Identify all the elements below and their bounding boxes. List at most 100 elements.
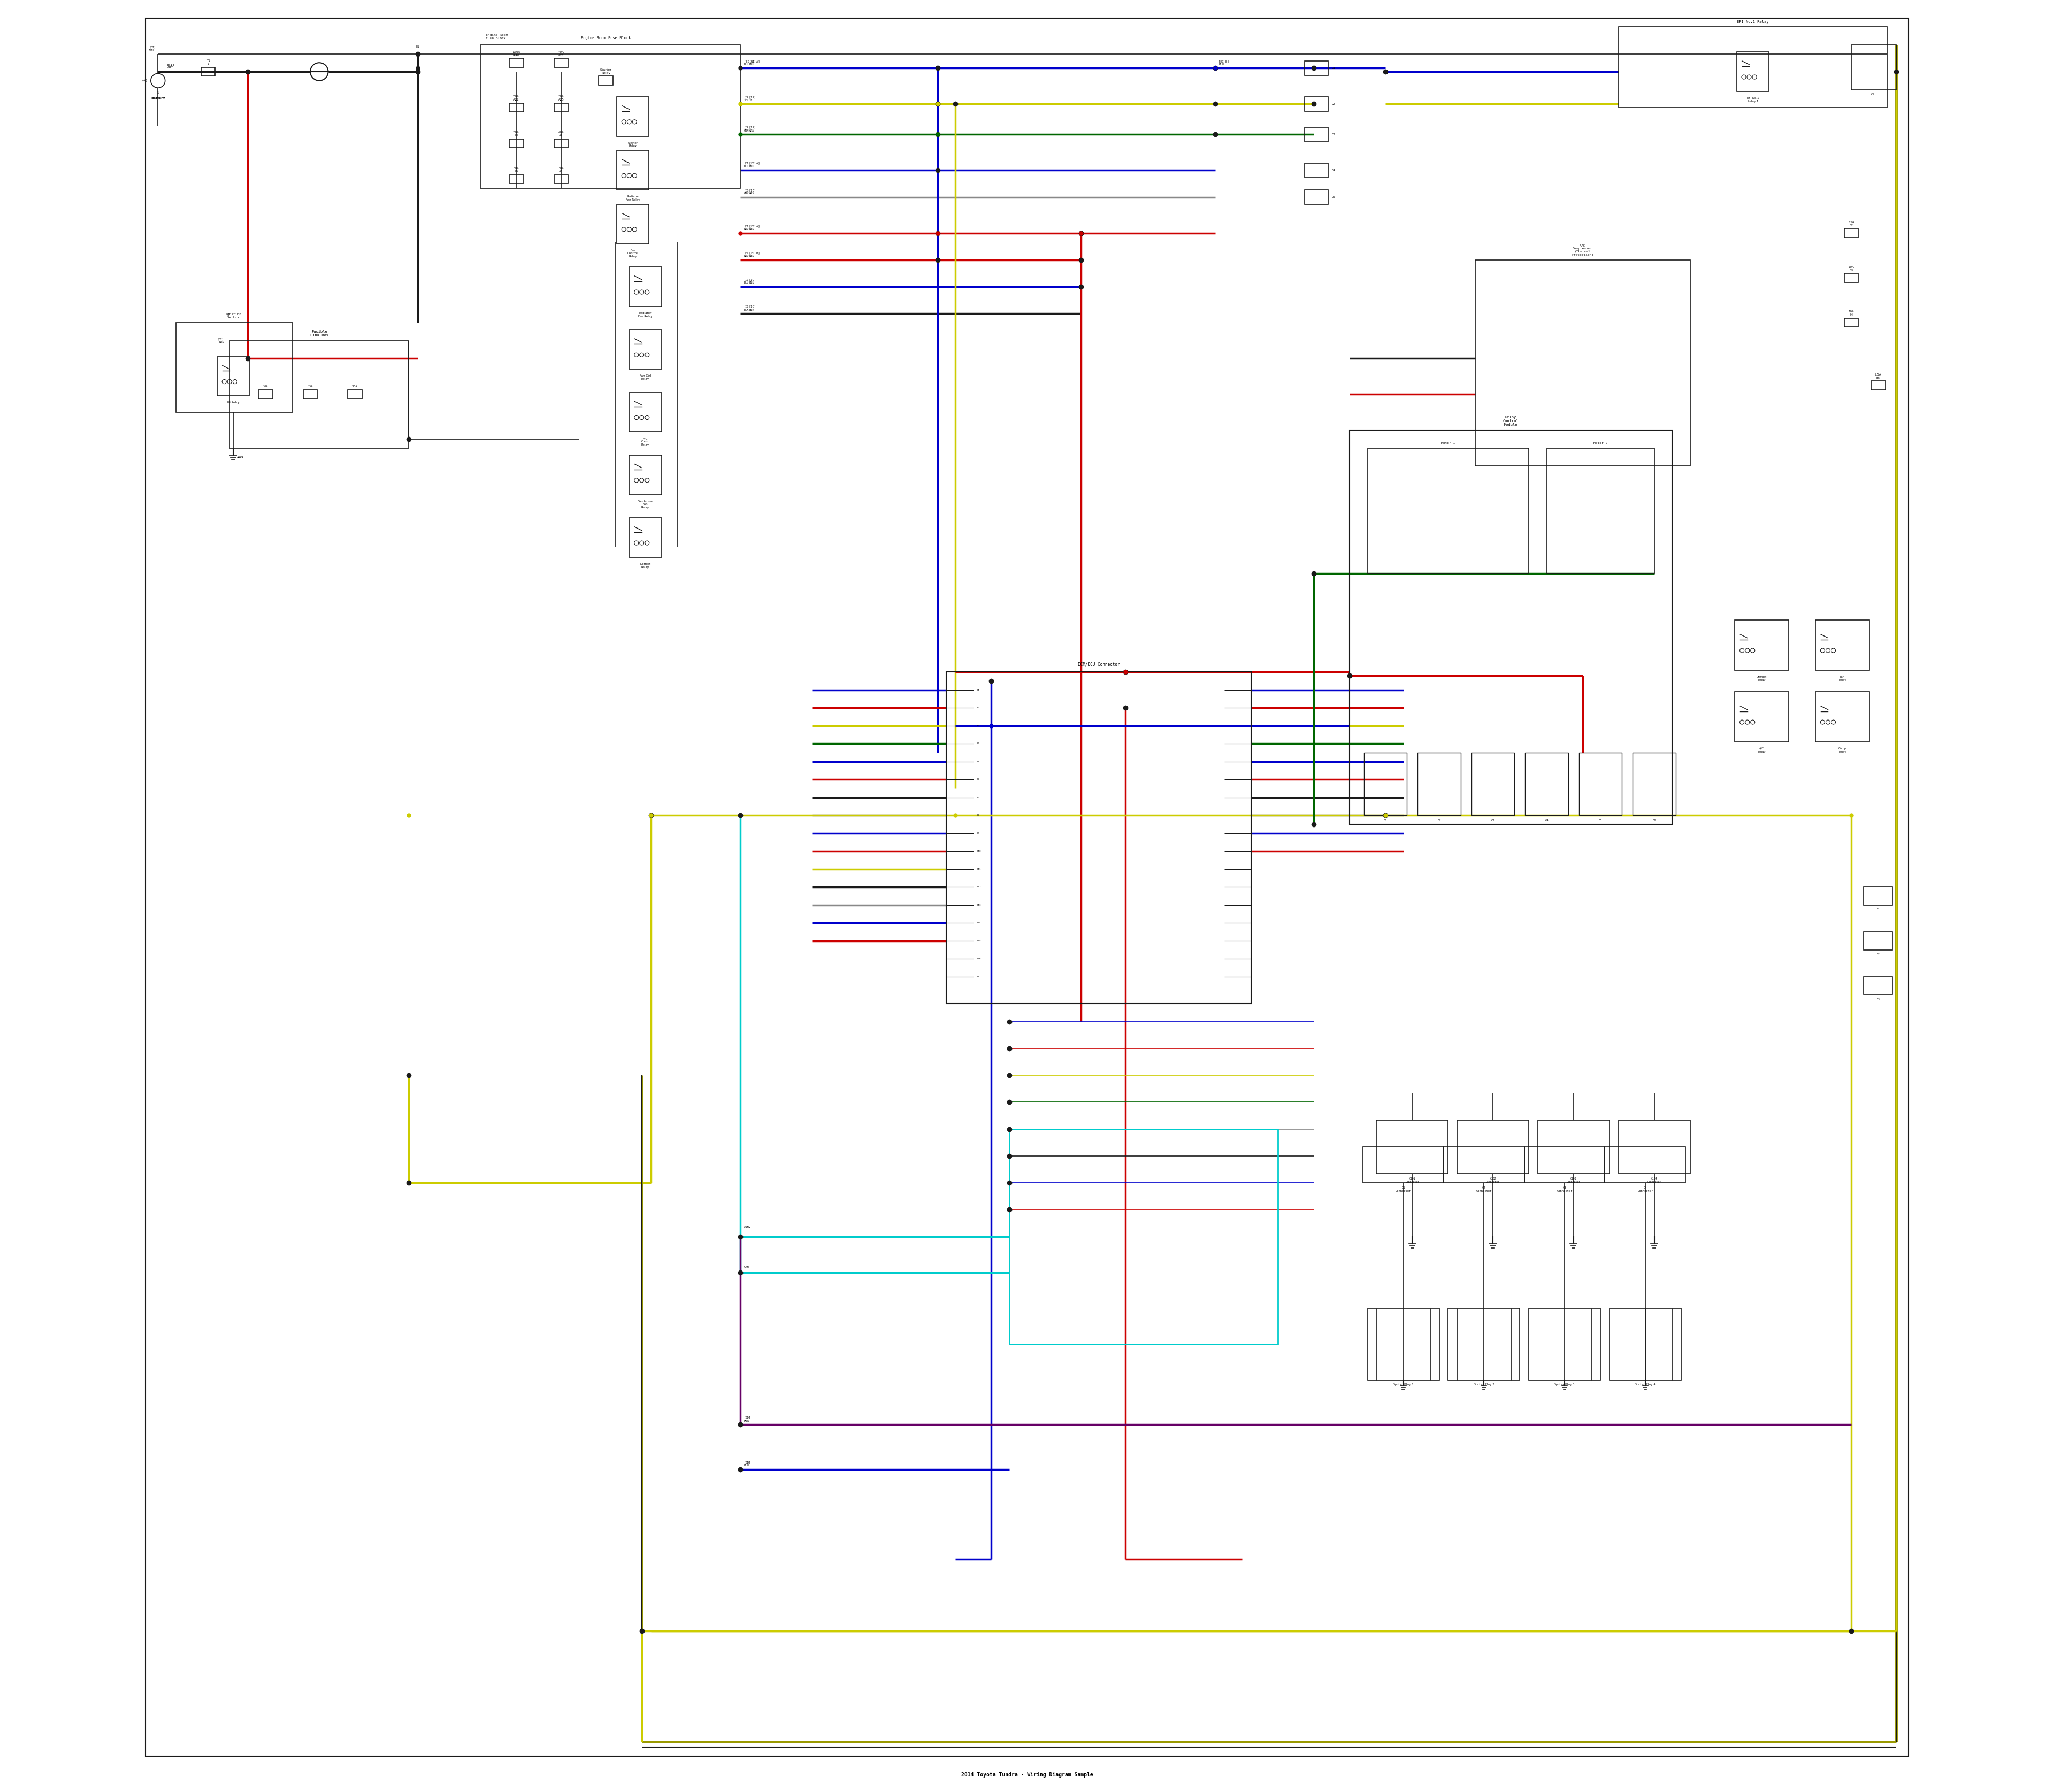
Bar — [598, 75, 612, 84]
Bar — [1475, 260, 1690, 466]
Bar — [177, 323, 292, 412]
Bar — [1349, 430, 1672, 824]
Text: C6: C6 — [1651, 819, 1656, 821]
Text: 40A
A4: 40A A4 — [559, 131, 565, 138]
Text: P17: P17 — [978, 975, 982, 978]
Bar — [555, 176, 569, 185]
Text: EFI No.1 Relay: EFI No.1 Relay — [1738, 20, 1768, 23]
Bar — [509, 102, 524, 111]
Text: [IC]
BLU: [IC] BLU — [744, 278, 750, 285]
Text: 7.5A
B5: 7.5A B5 — [1875, 373, 1881, 380]
Text: Defrost
Relay: Defrost Relay — [641, 563, 651, 568]
Bar — [509, 140, 524, 149]
Text: Starter
Relay: Starter Relay — [600, 68, 612, 73]
Text: [EI]
WHT: [EI] WHT — [166, 63, 175, 70]
Bar — [629, 330, 661, 369]
Text: IG Relay: IG Relay — [228, 401, 238, 403]
Text: C2
Connector: C2 Connector — [1477, 1186, 1491, 1192]
Text: P9: P9 — [978, 831, 980, 835]
Text: C3
Connector: C3 Connector — [1557, 1186, 1573, 1192]
Text: C1: C1 — [1877, 909, 1879, 910]
Text: T1
1: T1 1 — [205, 59, 210, 65]
Bar — [481, 45, 739, 188]
Text: Comp
Relay: Comp Relay — [1838, 747, 1847, 753]
Bar — [1547, 448, 1653, 573]
Text: 2014 Toyota Tundra - Wiring Diagram Sample: 2014 Toyota Tundra - Wiring Diagram Samp… — [961, 1772, 1093, 1778]
Text: 7.5A
B2: 7.5A B2 — [1849, 220, 1855, 228]
Bar — [1619, 1120, 1690, 1174]
Bar — [1304, 190, 1329, 204]
Text: EFI No.1
Relay 1: EFI No.1 Relay 1 — [1746, 97, 1758, 102]
Text: P3: P3 — [978, 724, 980, 728]
Bar — [1863, 887, 1892, 905]
Text: P10: P10 — [978, 849, 982, 853]
Bar — [1376, 1120, 1448, 1174]
Text: 20A: 20A — [353, 385, 357, 389]
Bar — [1448, 1308, 1520, 1380]
Text: C3: C3 — [1877, 998, 1879, 1000]
Text: 30A
A25: 30A A25 — [559, 95, 565, 100]
Text: [EI A]
RED: [EI A] RED — [750, 224, 760, 231]
Text: P1: P1 — [978, 688, 980, 692]
Bar — [1863, 977, 1892, 995]
Bar — [616, 151, 649, 190]
Text: 40A
A21: 40A A21 — [559, 50, 565, 56]
Text: P13: P13 — [978, 903, 982, 907]
Text: C5: C5 — [1598, 819, 1602, 821]
Text: 15A: 15A — [308, 385, 312, 389]
Text: C1: C1 — [1871, 93, 1875, 95]
Bar — [1816, 692, 1869, 742]
Bar — [218, 357, 249, 396]
Text: (+): (+) — [142, 79, 148, 82]
Bar — [1528, 1308, 1600, 1380]
Bar — [1304, 127, 1329, 142]
Text: C104
Connector: C104 Connector — [1647, 1177, 1662, 1183]
Text: [EI]
RED: [EI] RED — [744, 224, 750, 231]
Text: C2: C2 — [1438, 819, 1440, 821]
Bar — [1304, 97, 1329, 111]
Bar — [509, 176, 524, 185]
Bar — [1604, 1147, 1686, 1183]
Bar — [304, 391, 318, 400]
Text: C5: C5 — [1331, 195, 1335, 199]
Text: 30A
A3: 30A A3 — [514, 131, 520, 138]
Text: C101
Connector: C101 Connector — [1405, 1177, 1419, 1183]
Text: Defrost
Relay: Defrost Relay — [1756, 676, 1766, 681]
Text: Motor 1: Motor 1 — [1442, 443, 1454, 444]
Text: [EI]
WHT: [EI] WHT — [150, 45, 156, 52]
Text: P14: P14 — [978, 921, 982, 925]
Text: P2: P2 — [978, 706, 980, 710]
Bar — [1816, 620, 1869, 670]
Text: Radiator
Fan Relay: Radiator Fan Relay — [626, 195, 641, 201]
Text: [IC]
BLK: [IC] BLK — [750, 305, 756, 312]
Text: [EI A]
BLU: [EI A] BLU — [750, 161, 760, 168]
Bar — [1844, 272, 1859, 281]
Bar — [555, 57, 569, 66]
Bar — [509, 57, 524, 66]
Bar — [1364, 753, 1407, 815]
Text: P4: P4 — [978, 742, 980, 745]
Bar — [1526, 753, 1567, 815]
Text: P16: P16 — [978, 957, 982, 961]
Bar — [1304, 163, 1329, 177]
Text: Spring Plug 1: Spring Plug 1 — [1393, 1383, 1413, 1385]
Bar — [1417, 753, 1460, 815]
Text: Fusible
Link Box: Fusible Link Box — [310, 330, 329, 337]
Text: Relay
Control
Module: Relay Control Module — [1504, 416, 1518, 426]
Text: P12: P12 — [978, 885, 982, 889]
Text: 30A
A6: 30A A6 — [559, 167, 565, 174]
Text: Spring Plug 4: Spring Plug 4 — [1635, 1383, 1656, 1385]
Text: P8: P8 — [978, 814, 980, 817]
Bar — [616, 97, 649, 136]
Bar — [1538, 1120, 1610, 1174]
Bar — [1304, 61, 1329, 75]
Text: P6: P6 — [978, 778, 980, 781]
Bar — [1580, 753, 1623, 815]
Bar — [616, 204, 649, 244]
Text: [EI]
RED: [EI] RED — [218, 337, 224, 344]
Bar — [1368, 1308, 1440, 1380]
Text: Radiator
Fan Relay: Radiator Fan Relay — [639, 312, 653, 317]
Text: [EI A]
BLU: [EI A] BLU — [750, 59, 760, 66]
Text: [IC]
BLU: [IC] BLU — [750, 278, 756, 285]
Bar — [629, 267, 661, 306]
